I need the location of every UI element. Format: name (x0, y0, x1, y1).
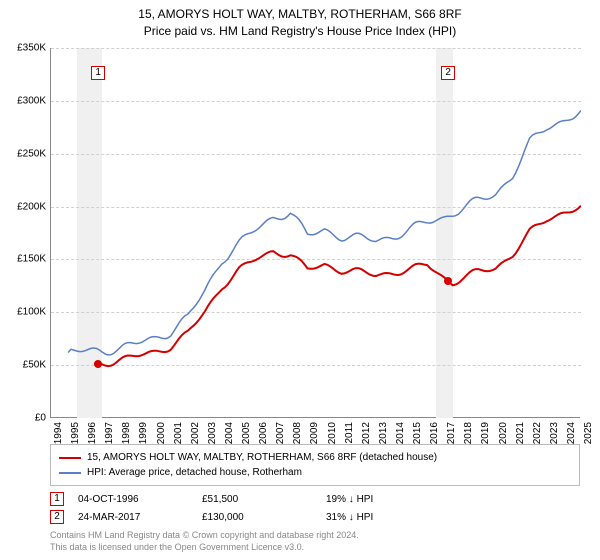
x-tick-label: 1997 (104, 422, 115, 444)
x-tick-label: 2010 (327, 422, 338, 444)
x-tick-label: 2020 (498, 422, 509, 444)
marker-date-1: 04-OCT-1996 (78, 494, 188, 505)
footer-attribution: Contains HM Land Registry data © Crown c… (50, 530, 580, 553)
legend-label-1: 15, AMORYS HOLT WAY, MALTBY, ROTHERHAM, … (87, 450, 437, 465)
marker-price-1: £51,500 (202, 494, 312, 505)
legend-row-1: 15, AMORYS HOLT WAY, MALTBY, ROTHERHAM, … (59, 450, 571, 465)
x-tick-label: 2023 (549, 422, 560, 444)
x-tick-label: 2022 (532, 422, 543, 444)
legend-box: 15, AMORYS HOLT WAY, MALTBY, ROTHERHAM, … (50, 444, 580, 486)
x-tick-label: 1998 (121, 422, 132, 444)
x-tick-label: 1994 (53, 422, 64, 444)
x-tick-label: 2014 (395, 422, 406, 444)
x-tick-label: 2025 (583, 422, 594, 444)
y-tick-label: £0 (35, 413, 46, 424)
x-tick-label: 1996 (87, 422, 98, 444)
marker-row-1: 1 04-OCT-1996 £51,500 19% ↓ HPI (50, 490, 580, 508)
marker-dot-2 (444, 277, 452, 285)
title-line-1: 15, AMORYS HOLT WAY, MALTBY, ROTHERHAM, … (0, 6, 600, 23)
y-tick-label: £350K (17, 43, 46, 54)
line-series-svg (51, 48, 581, 418)
x-tick-label: 2003 (207, 422, 218, 444)
footer-line-1: Contains HM Land Registry data © Crown c… (50, 530, 580, 542)
x-tick-label: 2001 (173, 422, 184, 444)
marker-delta-2: 31% ↓ HPI (326, 512, 436, 523)
y-tick-label: £200K (17, 201, 46, 212)
y-tick-label: £100K (17, 307, 46, 318)
markers-table: 1 04-OCT-1996 £51,500 19% ↓ HPI 2 24-MAR… (50, 490, 580, 526)
x-tick-label: 2000 (156, 422, 167, 444)
x-tick-label: 2009 (309, 422, 320, 444)
title-block: 15, AMORYS HOLT WAY, MALTBY, ROTHERHAM, … (0, 0, 600, 40)
x-tick-label: 1999 (138, 422, 149, 444)
x-tick-label: 2005 (241, 422, 252, 444)
marker-badge-2: 2 (50, 510, 64, 524)
legend-label-2: HPI: Average price, detached house, Roth… (87, 465, 302, 480)
x-tick-label: 2019 (480, 422, 491, 444)
marker-delta-1: 19% ↓ HPI (326, 494, 436, 505)
chart-area: 12 £0£50K£100K£150K£200K£250K£300K£350K1… (50, 48, 580, 418)
legend-row-2: HPI: Average price, detached house, Roth… (59, 465, 571, 480)
marker-price-2: £130,000 (202, 512, 312, 523)
plot-region: 12 (50, 48, 580, 418)
marker-badge-1: 1 (50, 492, 64, 506)
legend-swatch-1 (59, 457, 81, 459)
x-tick-label: 1995 (70, 422, 81, 444)
y-tick-label: £250K (17, 148, 46, 159)
x-tick-label: 2004 (224, 422, 235, 444)
footer-line-2: This data is licensed under the Open Gov… (50, 542, 580, 554)
x-tick-label: 2011 (344, 422, 355, 444)
x-tick-label: 2006 (258, 422, 269, 444)
marker-date-2: 24-MAR-2017 (78, 512, 188, 523)
marker-dot-1 (94, 360, 102, 368)
marker-box-1: 1 (91, 66, 105, 80)
x-tick-label: 2018 (463, 422, 474, 444)
x-tick-label: 2024 (566, 422, 577, 444)
y-tick-label: £150K (17, 254, 46, 265)
marker-box-2: 2 (441, 66, 455, 80)
chart-container: 15, AMORYS HOLT WAY, MALTBY, ROTHERHAM, … (0, 0, 600, 560)
x-tick-label: 2007 (275, 422, 286, 444)
x-tick-label: 2002 (190, 422, 201, 444)
x-tick-label: 2016 (429, 422, 440, 444)
x-tick-label: 2012 (361, 422, 372, 444)
marker-row-2: 2 24-MAR-2017 £130,000 31% ↓ HPI (50, 508, 580, 526)
legend-swatch-2 (59, 472, 81, 474)
title-line-2: Price paid vs. HM Land Registry's House … (0, 23, 600, 40)
x-tick-label: 2015 (412, 422, 423, 444)
x-tick-label: 2013 (378, 422, 389, 444)
x-tick-label: 2021 (515, 422, 526, 444)
x-tick-label: 2017 (446, 422, 457, 444)
y-tick-label: £50K (23, 360, 46, 371)
x-tick-label: 2008 (292, 422, 303, 444)
series-line-2 (68, 110, 581, 355)
y-tick-label: £300K (17, 95, 46, 106)
series-line-1 (98, 206, 581, 366)
